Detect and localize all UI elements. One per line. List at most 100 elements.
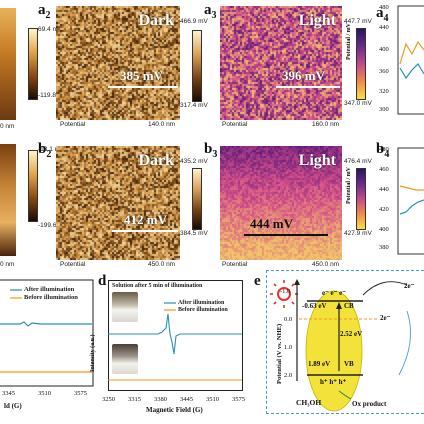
potential-value-b3: 444 mV [250,216,293,231]
vial-photo-top [112,292,138,322]
colorbar-min-a3: 347.0 mV [344,100,372,107]
value-underline-a3 [276,86,340,88]
panel-a1: 69.4 nm -119.8 nm 0 nm [0,0,67,138]
scale-b3: 450.0 nm [312,261,340,268]
ytick-b4-5: 380 [379,244,389,251]
ylabel-e: Potential (V vs. NHE) [276,323,283,384]
holes-label: h⁺ h⁺ h⁺ [320,378,347,386]
caption-b3: Potential [222,261,248,268]
colorbar-min-b2: 384.5 mV [180,230,208,237]
panel-label-a4: a4 [376,5,389,24]
methanol-label: CH₃OH [296,398,322,407]
ytick-b4-4: 400 [379,226,389,233]
colorbar-a1 [28,28,38,100]
ox-product-label: Ox product [352,400,387,408]
xlabel-c: ld (G) [4,402,22,410]
ytick-a4-5: 300 [379,106,389,113]
series-blue-b4 [399,199,424,215]
ytick-a4-3: 360 [379,68,389,75]
line-plot-a4 [392,4,424,120]
band-diagram-e [266,270,424,414]
kpfm-map-dark-b2: Dark 412 mV [56,146,180,260]
ylabel-b4: Potential / mV [346,167,352,204]
kpfm-map-dark-a2: Dark 385 mV [56,6,180,120]
potential-value-b2: 412 mV [124,212,167,227]
colorbar-min-b1: -199.6 nm [38,222,68,229]
ytick-b4-1: 460 [379,166,389,173]
colorbar-b1 [28,150,38,222]
value-underline-a2 [108,86,178,88]
epr-plot-d [108,276,244,394]
series-orange-b4 [399,185,424,191]
ytick-a4-2: 400 [379,46,389,53]
topography-image-a1 [0,8,16,120]
kpfm-map-light-a3: Light 396 mV [220,6,342,120]
vb-label: VB [344,360,354,368]
xtick-c-0: 3345 [2,390,15,397]
ytick-b4-2: 440 [379,186,389,193]
cb-label: CB [344,302,354,310]
ylabel-a4: Potential / mV [346,23,352,60]
xtick-d-3: 3445 [180,396,193,403]
map-title-b2: Dark [138,152,174,169]
epr-plot-svg-d [108,280,243,391]
ytick-b4-3: 420 [379,206,389,213]
line-plot-svg-a4 [397,5,424,115]
electron-transfer-top: 2e⁻ [404,282,415,290]
vial-photo-bottom [112,344,138,374]
potential-value-a2: 385 mV [120,68,163,83]
panel-label-b3: b3 [204,141,218,160]
band-diagram-svg-e [270,279,412,412]
caption-a2: Potential [60,121,86,128]
colorbar-b2 [192,168,202,230]
ytick-b4-0: 480 [379,146,389,153]
caption-b2: Potential [60,261,86,268]
ytick-a4-4: 320 [379,88,389,95]
potential-value-a3: 396 mV [282,68,325,83]
ytick-e-2: 1.0 [284,344,293,351]
kpfm-map-light-b3: Light 444 mV [220,146,342,260]
series-orange-a4 [399,40,424,65]
series-blue-a4 [399,63,424,80]
kpfm-texture-a3 [220,6,342,120]
xtick-d-4: 3510 [206,396,219,403]
colorbar-b3 [356,168,366,230]
topography-image-b1 [0,144,16,256]
kpfm-texture-b2 [56,146,180,260]
panel-b1: -13.1 nm -199.6 nm 0 nm [0,140,67,270]
cb-value-label: -0.63 eV [302,302,327,310]
xtick-d-2: 3380 [154,396,167,403]
panel-label-e: e [254,273,261,289]
panel-label-a2: a2 [38,2,51,21]
colorbar-a3 [356,28,366,100]
kpfm-texture-b3 [220,146,342,260]
ytick-a4-1: 440 [379,24,389,31]
ytick-e-0: -1.0 [280,288,291,295]
panel-label-d: d [98,273,107,289]
xtick-d-5: 3575 [232,396,245,403]
ylabel-d: Intensity (a.u.) [90,334,96,372]
scale-a3: 160.0 nm [312,121,340,128]
semiconductor-ellipse [305,290,363,412]
xlabel-d: Magnetic Field (G) [146,406,203,414]
title-d: Solution after 5 min of illumination [112,283,203,289]
epr-plot-c [0,276,96,400]
scale-b1: 0 nm [0,261,15,268]
panel-label-b2: b2 [38,141,52,160]
xtick-c-2: 3575 [74,390,87,397]
panel-label-b4: b4 [376,141,390,160]
band-gap-label: 2.52 eV [340,330,363,338]
value-underline-b2 [112,230,178,232]
line-plot-b4 [392,146,424,260]
epr-plot-svg-c [0,279,94,387]
colorbar-min-b3: 427.9 mV [344,230,372,237]
legend-before-d: Before illumination [178,307,228,313]
xtick-d-0: 3250 [102,396,115,403]
map-title-b3: Light [298,152,336,169]
caption-a3: Potential [222,121,248,128]
colorbar-max-b2: 435.2 mV [180,158,208,165]
colorbar-max-b1: -13.1 nm [38,146,64,153]
xtick-d-1: 3315 [128,396,141,403]
colorbar-max-a1: 69.4 nm [38,26,62,33]
map-title-a2: Dark [138,12,174,29]
